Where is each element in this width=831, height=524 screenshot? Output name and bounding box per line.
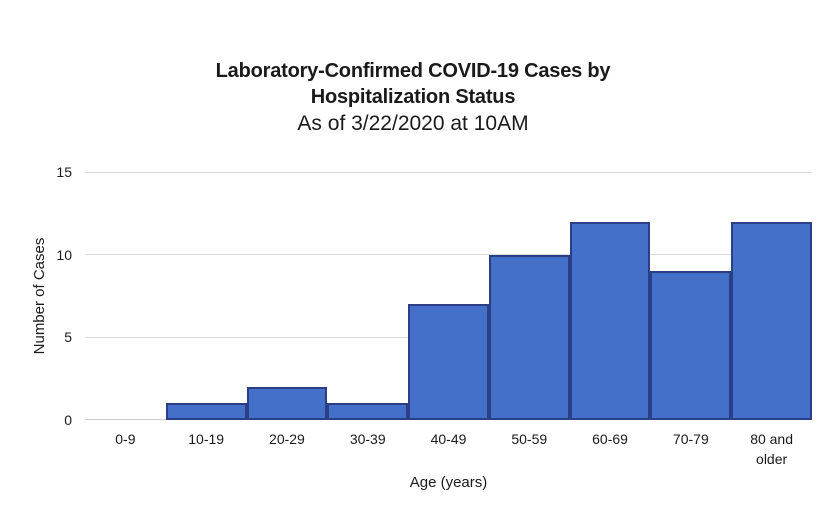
gridline-y-0 bbox=[85, 419, 812, 420]
bar-60-69 bbox=[569, 221, 651, 420]
x-tick-label-10-19: 10-19 bbox=[188, 431, 225, 447]
gridline-y-15 bbox=[85, 171, 812, 173]
x-tick-label-20-29: 20-29 bbox=[269, 431, 305, 447]
y-axis-title: Number of Cases bbox=[31, 237, 48, 355]
x-axis-title: Age (years) bbox=[409, 474, 488, 491]
gridline-y-10 bbox=[85, 254, 812, 255]
x-tick-label-80 and older: 80 and older bbox=[750, 431, 794, 467]
bar-30-39 bbox=[327, 403, 409, 420]
chart-title-block: Laboratory-Confirmed COVID-19 Cases by H… bbox=[0, 58, 826, 138]
y-tick-label-5: 5 bbox=[64, 329, 72, 345]
x-tick-label-40-49: 40-49 bbox=[430, 431, 467, 447]
bar-10-19 bbox=[165, 403, 247, 420]
chart-title-line-2: Hospitalization Status bbox=[310, 86, 516, 108]
x-tick-label-30-39: 30-39 bbox=[349, 431, 386, 447]
x-tick-label-50-59: 50-59 bbox=[511, 431, 548, 447]
x-tick-label-60-69: 60-69 bbox=[592, 431, 628, 447]
y-tick-label-0: 0 bbox=[64, 411, 72, 428]
bar-50-59 bbox=[488, 254, 570, 420]
bar-40-49 bbox=[408, 304, 489, 420]
x-tick-label-70-79: 70-79 bbox=[672, 431, 709, 447]
x-tick-label-0-9: 0-9 bbox=[115, 431, 136, 447]
y-tick-label-10: 10 bbox=[56, 246, 72, 263]
bar-20-29 bbox=[246, 386, 328, 420]
chart-subtitle: As of 3/22/2020 at 10AM bbox=[297, 112, 529, 135]
y-tick-label-15: 15 bbox=[56, 164, 72, 180]
bar-70-79 bbox=[650, 271, 732, 420]
chart-title-line-1: Laboratory-Confirmed COVID-19 Cases by bbox=[215, 60, 611, 82]
bar-80 and older bbox=[731, 221, 812, 420]
